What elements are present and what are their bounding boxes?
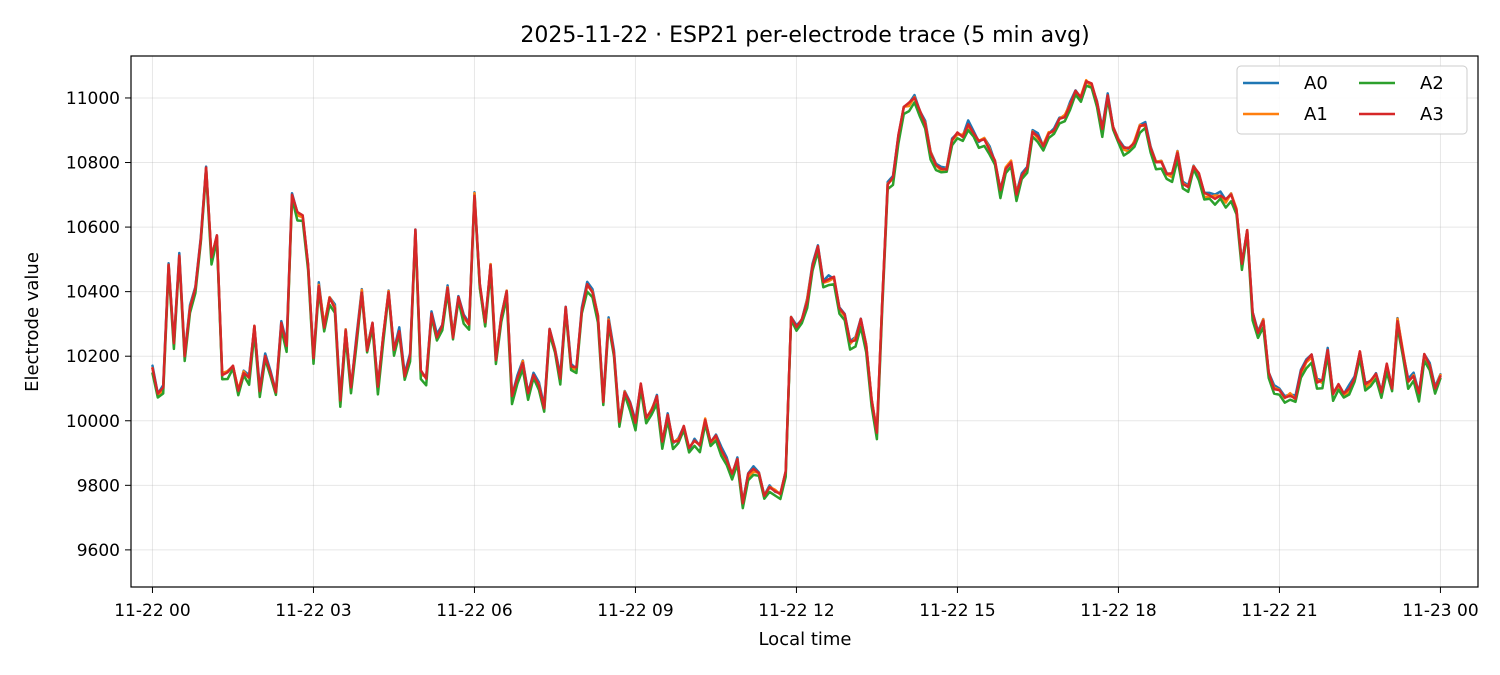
y-axis: 9600 9800 10000 10200 10400 10600 10800 11000 (66, 89, 131, 561)
series-line-a2 (151, 84, 1442, 510)
y-tick-label: 9800 (77, 476, 120, 496)
y-tick-label: 9600 (77, 541, 120, 561)
chart-title: 2025-11-22 · ESP21 per-electrode trace (… (520, 23, 1089, 48)
grid (131, 56, 1478, 587)
y-axis-label: Electrode value (22, 252, 43, 392)
x-tick-label: 11-22 15 (919, 601, 995, 621)
y-tick-label: 10200 (66, 347, 120, 367)
x-tick-label: 11-22 12 (758, 601, 834, 621)
series-layer (151, 78, 1442, 510)
y-tick-label: 10000 (66, 412, 120, 432)
y-tick-label: 10600 (66, 218, 120, 238)
legend-label-a3: A3 (1420, 104, 1444, 125)
y-tick-label: 10800 (66, 154, 120, 174)
legend-box (1236, 65, 1468, 135)
legend-label-a2: A2 (1420, 73, 1444, 94)
x-tick-label: 11-22 03 (275, 601, 351, 621)
x-tick-label: 11-22 09 (597, 601, 673, 621)
x-tick-label: 11-22 06 (436, 601, 512, 621)
x-tick-label: 11-23 00 (1402, 601, 1478, 621)
x-axis: 11-22 00 11-22 03 11-22 06 11-22 09 11-22 12… (114, 587, 1479, 621)
y-tick-label: 11000 (66, 89, 120, 109)
plot-area-frame (130, 55, 1479, 588)
y-tick-label: 10400 (66, 283, 120, 303)
x-axis-label: Local time (758, 629, 851, 650)
series-line-a3 (151, 80, 1442, 505)
x-tick-label: 11-22 18 (1080, 601, 1156, 621)
x-tick-label: 11-22 21 (1241, 601, 1317, 621)
legend-label-a0: A0 (1304, 73, 1328, 94)
legend: A0 A1 A2 A3 (1236, 65, 1468, 135)
legend-label-a1: A1 (1304, 104, 1328, 125)
x-tick-label: 11-22 00 (114, 601, 190, 621)
